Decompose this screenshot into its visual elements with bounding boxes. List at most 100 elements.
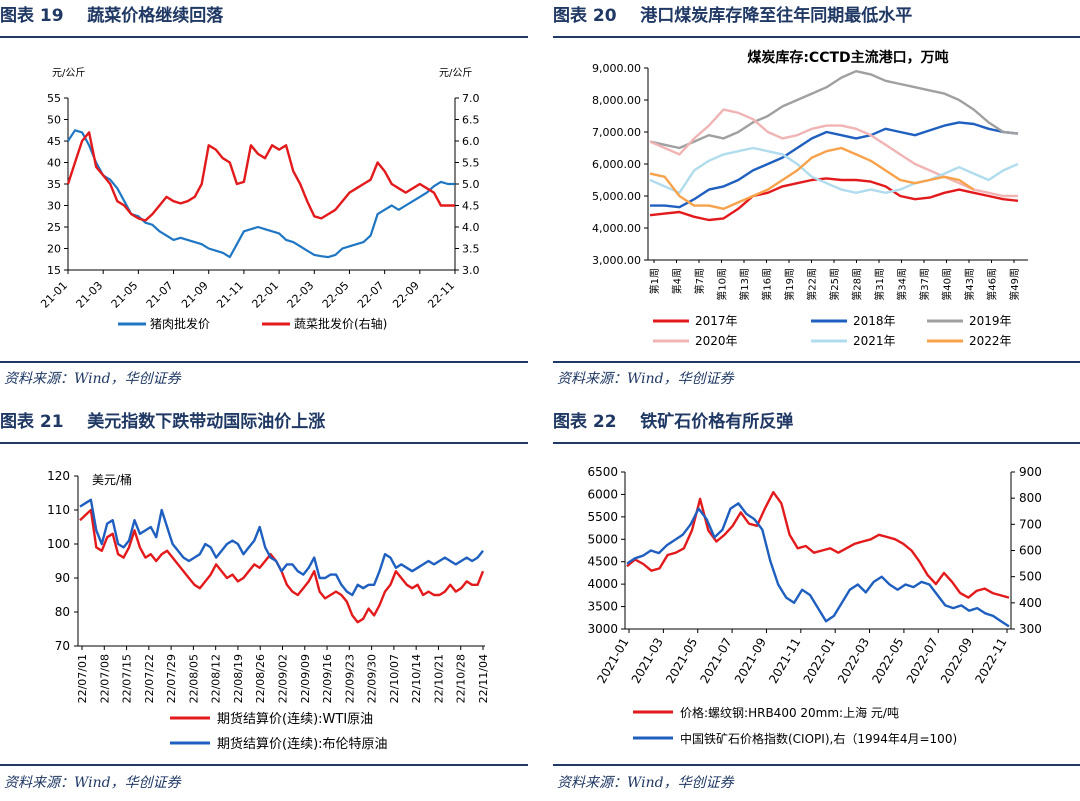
- y-tick-label: 9,000.00: [592, 62, 641, 75]
- y-tick-label-left: 45: [47, 135, 61, 148]
- panel-title: 图表 21 美元指数下跌带动国际油价上涨: [0, 406, 528, 438]
- x-tick-label: 第28周: [851, 268, 864, 301]
- x-tick-label: 2022-03: [835, 636, 872, 686]
- x-tick-label: 21-05: [109, 279, 141, 311]
- x-tick-label: 第46周: [986, 268, 999, 301]
- chart-oil-prices: 70 80 90 100 110 120 美元/桶 22/07/01 22/07/08 22/07…: [47, 469, 490, 752]
- y-tick-label-left: 6500: [587, 465, 618, 479]
- x-tick-label: 第10周: [716, 268, 729, 301]
- source-rule: [0, 361, 528, 363]
- x-tick-label: 22-09: [390, 279, 422, 311]
- x-tick-label: 第4周: [671, 268, 684, 294]
- source-note: 资料来源：Wind，华创证券: [557, 775, 734, 791]
- y-tick-label-right: 300: [1019, 622, 1042, 636]
- x-tick-label: 2022-09: [938, 636, 975, 686]
- series-line-2019年: [649, 70, 1019, 150]
- y-tick-label: 70: [55, 639, 70, 653]
- y-label-left: 元/公斤: [52, 67, 85, 79]
- x-tick-label: 22/07/08: [98, 654, 111, 703]
- x-tick-label: 22/10/21: [432, 654, 445, 703]
- x-tick-label: 2021-03: [629, 636, 666, 686]
- series-line-期货结算价(连续):布伦特原油: [79, 498, 484, 597]
- y-tick-label: 7,000.00: [592, 126, 641, 139]
- source-note: 资料来源：Wind，华创证券: [4, 371, 181, 387]
- x-tick-label: 22/08/26: [254, 654, 267, 703]
- x-tick-label: 22-01: [249, 279, 281, 311]
- y-tick-label-left: 4000: [587, 577, 618, 591]
- y-tick-label-left: 20: [47, 243, 61, 256]
- y-label-right: 元/公斤: [439, 67, 472, 79]
- x-tick-label: 21-09: [179, 279, 211, 311]
- series-line-rebar: [626, 491, 1010, 599]
- legend-label: 2017年: [695, 314, 738, 328]
- x-tick-label: 22/09/09: [299, 654, 312, 703]
- chart-title: 煤炭库存:CCTD主流港口，万吨: [747, 49, 948, 66]
- y-tick-label-right: 800: [1019, 491, 1042, 505]
- x-tick-label: 22/09/02: [277, 654, 290, 703]
- figure-label: 图表 19: [0, 6, 64, 26]
- legend-label: 2018年: [853, 314, 896, 328]
- x-tick-label: 22/09/30: [366, 654, 379, 703]
- y-tick-label-right: 6.0: [462, 135, 480, 148]
- y-tick-label-left: 15: [47, 264, 61, 277]
- x-tick-label: 第7周: [693, 268, 706, 294]
- series-line-2021年: [649, 146, 1019, 195]
- y-tick-label-right: 5.0: [462, 178, 480, 191]
- x-tick-label: 22/10/07: [388, 654, 401, 703]
- y-tick-label-left: 3500: [587, 600, 618, 614]
- y-tick-label: 100: [47, 537, 70, 551]
- x-tick-label: 第13周: [738, 268, 751, 301]
- figure-label: 图表 21: [0, 412, 64, 432]
- y-tick-label-left: 6000: [587, 487, 618, 501]
- y-tick-label-left: 5000: [587, 532, 618, 546]
- x-tick-label: 第1周: [648, 268, 661, 294]
- x-tick-label: 2021-05: [663, 636, 700, 686]
- x-tick-label: 第19周: [783, 268, 796, 301]
- legend-label: 期货结算价(连续):WTI原油: [217, 711, 373, 727]
- y-tick-label-right: 500: [1019, 570, 1042, 584]
- y-tick-label: 6,000.00: [592, 158, 641, 171]
- legend-label: 2022年: [969, 334, 1012, 348]
- series-line-ciopi: [626, 502, 1010, 628]
- panel-coal-inventory: 图表 20 港口煤炭库存降至往年同期最低水平 煤炭库存:CCTD主流港口，万吨 3…: [553, 0, 1080, 400]
- legend-label: 2019年: [969, 314, 1012, 328]
- x-tick-label: 第25周: [828, 268, 841, 301]
- x-tick-label: 22-03: [285, 279, 317, 311]
- y-tick-label-right: 3.0: [462, 264, 480, 277]
- source-rule: [553, 361, 1080, 363]
- y-tick-label-left: 30: [47, 200, 61, 213]
- y-tick-label-right: 4.0: [462, 221, 480, 234]
- x-tick-label: 2022-07: [904, 636, 941, 686]
- y-tick-label: 5,000.00: [592, 190, 641, 203]
- x-tick-label: 第22周: [806, 268, 819, 301]
- chart-vegetable-pork: 15 20 25 30 35 40 45 50 55 3.0 3.5 4.0 4.5 5.0 5.5 6.0 6…: [38, 67, 480, 331]
- series-line-2020年: [649, 108, 1018, 198]
- y-tick-label: 8,000.00: [592, 94, 641, 107]
- x-tick-label: 第49周: [1008, 268, 1021, 301]
- y-tick-label-right: 400: [1019, 596, 1042, 610]
- chart-coal-inventory: 煤炭库存:CCTD主流港口，万吨 3,000.00 4,000.00 5,000.00…: [592, 49, 1028, 348]
- x-tick-label: 2021-07: [697, 636, 734, 686]
- legend-label: 中国铁矿石价格指数(CIOPI),右（1994年4月=100): [680, 731, 957, 746]
- x-tick-label: 21-07: [144, 279, 176, 311]
- figure-title: 港口煤炭库存降至往年同期最低水平: [640, 6, 913, 26]
- x-tick-label: 第43周: [963, 268, 976, 301]
- x-tick-label: 2022-05: [869, 636, 906, 686]
- x-tick-label: 22-07: [355, 279, 387, 311]
- y-tick-label-right: 600: [1019, 544, 1042, 558]
- title-rule: [0, 36, 528, 38]
- title-rule: [553, 442, 1080, 444]
- title-rule: [0, 442, 528, 444]
- y-tick-label-right: 5.5: [462, 157, 480, 170]
- y-tick-label-left: 40: [47, 157, 61, 170]
- x-tick-label: 2021-11: [766, 636, 803, 686]
- x-tick-label: 22/11/04: [477, 654, 490, 703]
- series-line-2018年: [650, 121, 1019, 209]
- x-tick-label: 2022-01: [801, 636, 838, 686]
- y-tick-label-left: 3000: [587, 622, 618, 636]
- source-note: 资料来源：Wind，华创证券: [557, 371, 734, 387]
- x-tick-label: 22/09/16: [321, 654, 334, 703]
- y-tick-label: 110: [47, 503, 70, 517]
- x-tick-label: 22/10/14: [410, 654, 423, 703]
- figure-title: 蔬菜价格继续回落: [87, 6, 224, 26]
